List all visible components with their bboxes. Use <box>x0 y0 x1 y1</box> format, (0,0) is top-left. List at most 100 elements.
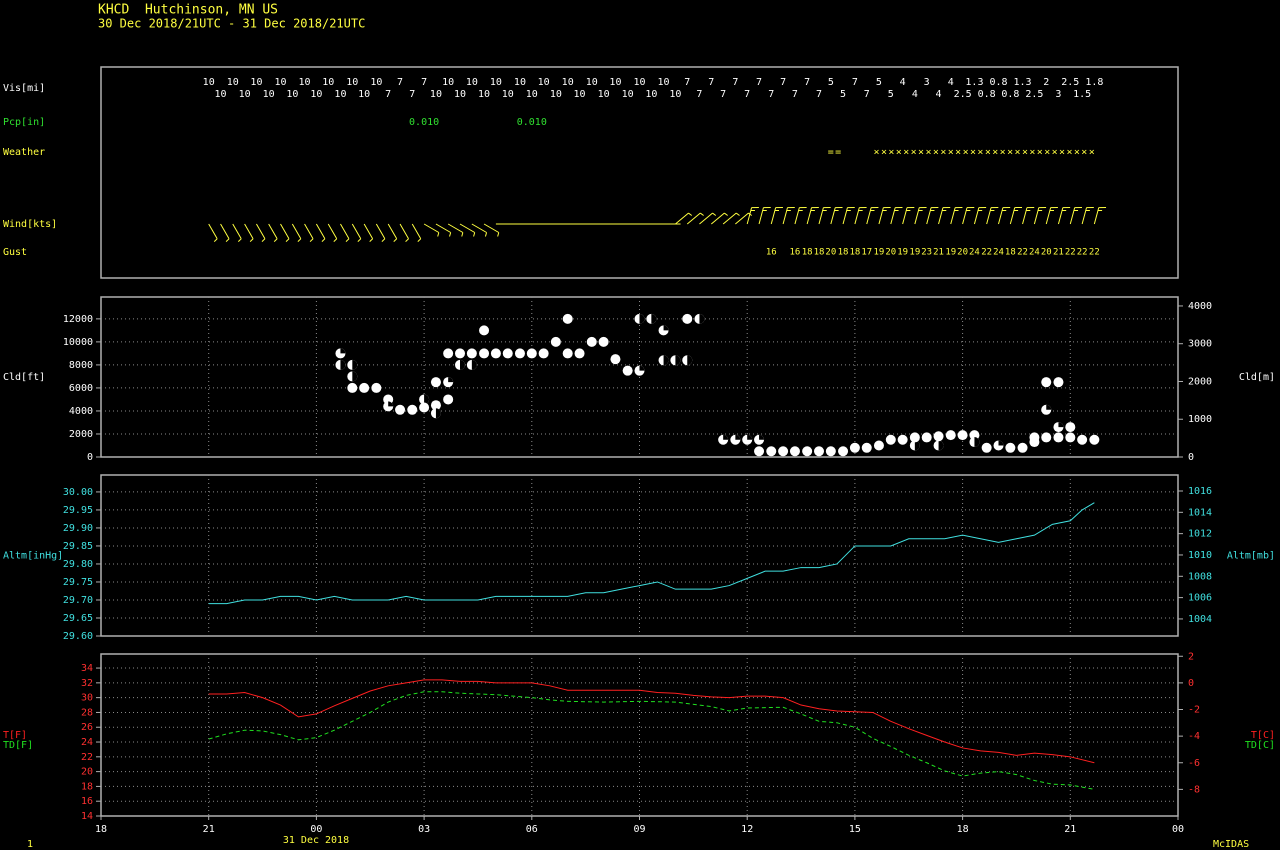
cloud-disk <box>359 382 370 393</box>
gust-value: 18 <box>802 248 813 258</box>
y2-tick-label: -8 <box>1188 784 1200 795</box>
visibility-value: 1.5 <box>1073 89 1091 100</box>
cloud-disk <box>443 394 454 405</box>
visibility-value: 7 <box>756 77 762 88</box>
y-axis-label: Cld[ft] <box>3 372 45 383</box>
cloud-symbol <box>634 313 645 324</box>
cloud-disk <box>789 446 800 457</box>
visibility-value: 10 <box>669 89 681 100</box>
y2-tick-label: 1004 <box>1188 614 1212 625</box>
wind-barb <box>268 223 278 242</box>
cloud-clear-sector <box>747 434 753 440</box>
y2-tick-label: 0 <box>1188 678 1194 689</box>
cloud-symbol <box>1041 404 1052 415</box>
y2-axis-label: Altm[mb] <box>1227 551 1275 562</box>
cloud-disk <box>419 402 430 413</box>
y2-series-label: T[C] <box>1251 730 1275 741</box>
visibility-value: 7 <box>768 89 774 100</box>
wind-barb <box>423 223 440 237</box>
cloud-disk <box>957 430 968 441</box>
cloud-disk <box>1005 442 1016 453</box>
visibility-value: 7 <box>720 89 726 100</box>
series-line <box>208 691 1095 790</box>
wind-barb <box>794 206 807 225</box>
wind-barb <box>962 206 975 225</box>
visibility-value: 10 <box>609 77 621 88</box>
wind-barb <box>699 212 717 225</box>
y-tick-label: 26 <box>81 722 93 733</box>
cloud-symbol <box>849 442 860 453</box>
x-tick-label: 21 <box>203 824 215 835</box>
cloud-symbol <box>1053 422 1064 433</box>
cloud-symbol <box>909 432 920 443</box>
y-tick-label: 22 <box>81 752 93 763</box>
cloud-disk <box>1065 432 1076 443</box>
cloud-disk <box>1077 434 1088 445</box>
y-axis-label: Altm[inHg] <box>3 551 63 562</box>
cloud-clear-sector <box>914 440 920 451</box>
y2-series-label: TD[C] <box>1245 740 1275 751</box>
y2-axis-label: Cld[m] <box>1239 372 1275 383</box>
y-tick-label: 4000 <box>69 406 93 417</box>
visibility-value: 10 <box>562 77 574 88</box>
gust-value: 16 <box>766 248 777 258</box>
y-tick-label: 12000 <box>63 314 93 325</box>
visibility-value: 10 <box>454 89 466 100</box>
visibility-value: 4 <box>936 89 942 100</box>
cloud-symbol <box>526 348 537 359</box>
cloud-symbol <box>622 365 633 376</box>
cloud-symbol <box>502 348 513 359</box>
row-label: Weather <box>3 147 45 158</box>
cloud-disk <box>981 442 992 453</box>
wind-barb <box>471 223 488 237</box>
y-tick-label: 30 <box>81 693 93 704</box>
gust-value: 18 <box>838 248 849 258</box>
cloud-symbol <box>383 394 394 405</box>
cloud-clear-sector <box>448 377 454 383</box>
station-title: KHCD Hutchinson, MN US <box>98 3 278 18</box>
y-tick-label: 29.80 <box>63 559 93 570</box>
cloud-symbol <box>1065 432 1076 443</box>
cloud-disk <box>778 446 789 457</box>
y-tick-label: 18 <box>81 781 93 792</box>
visibility-value: 7 <box>696 89 702 100</box>
y2-tick-label: -2 <box>1188 705 1200 716</box>
visibility-value: 10 <box>310 89 322 100</box>
cloud-disk <box>1041 377 1052 388</box>
cloud-symbol <box>562 313 573 324</box>
wind-barb <box>902 206 915 225</box>
cloud-disk <box>538 348 549 359</box>
wind-barb <box>483 223 500 237</box>
cloud-symbol <box>634 365 645 376</box>
cloud-disk <box>562 348 573 359</box>
visibility-value: 7 <box>816 89 822 100</box>
cloud-disk <box>1029 432 1040 443</box>
visibility-value: 10 <box>346 77 358 88</box>
visibility-value: 5 <box>840 89 846 100</box>
wind-barb <box>686 212 704 225</box>
cloud-symbol <box>598 336 609 347</box>
cloud-symbol <box>1077 434 1088 445</box>
cloud-disk <box>455 348 465 359</box>
cloud-symbol <box>694 313 705 324</box>
gust-value: 21 <box>933 248 944 258</box>
cloud-disk <box>407 404 418 415</box>
cloud-clear-sector <box>974 437 980 448</box>
cloud-clear-sector <box>340 359 346 370</box>
cloud-symbol <box>359 382 370 393</box>
visibility-value: 10 <box>334 89 346 100</box>
wind-barb <box>387 223 398 242</box>
y-tick-label: 30.00 <box>63 487 93 498</box>
y-tick-label: 8000 <box>69 360 93 371</box>
y2-tick-label: 1000 <box>1188 414 1212 425</box>
visibility-value: 5 <box>888 89 894 100</box>
y2-tick-label: 1010 <box>1188 550 1212 561</box>
cloud-disk <box>622 365 633 376</box>
visibility-value: 10 <box>598 89 610 100</box>
wind-barb <box>914 206 927 225</box>
visibility-value: 0.8 <box>978 89 996 100</box>
cloud-disk <box>383 394 394 405</box>
cloud-symbol <box>383 401 394 412</box>
